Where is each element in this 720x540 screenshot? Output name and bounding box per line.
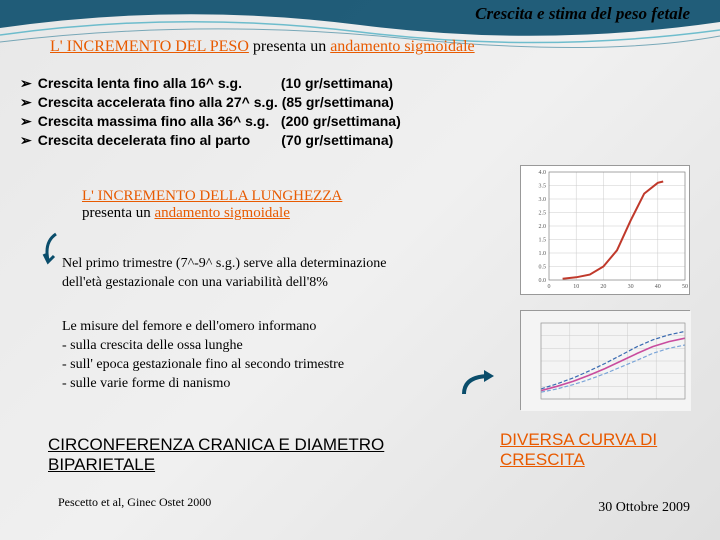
svg-text:50: 50 — [682, 284, 688, 290]
bullet-arrow-icon: ➢ — [20, 75, 32, 91]
text-line: Le misure del femore e dell'omero inform… — [62, 318, 482, 337]
right-arrow-icon — [460, 370, 500, 407]
growth-curve-chart — [520, 310, 690, 410]
svg-text:2.0: 2.0 — [539, 224, 547, 230]
bullet-text: Crescita massima fino alla 36^ s.g. (200… — [38, 113, 401, 129]
down-arrow-icon — [40, 232, 64, 273]
subtitle-mid: presenta un — [249, 38, 330, 55]
misure-text: Le misure del femore e dell'omero inform… — [62, 318, 482, 394]
text-line: CIRCONFERENZA CRANICA E DIAMETRO — [48, 435, 384, 455]
length-mid: presenta un — [82, 205, 154, 221]
svg-text:3.0: 3.0 — [539, 197, 547, 203]
svg-text:40: 40 — [655, 284, 661, 290]
trimestre-text: Nel primo trimestre (7^-9^ s.g.) serve a… — [62, 255, 482, 293]
bullet-arrow-icon: ➢ — [20, 132, 32, 148]
circonferenza-heading: CIRCONFERENZA CRANICA E DIAMETRO BIPARIE… — [48, 435, 384, 475]
list-item: ➢ Crescita decelerata fino al parto (70 g… — [20, 132, 401, 149]
page-title: Crescita e stima del peso fetale — [475, 4, 690, 24]
text-line: DIVERSA CURVA DI — [500, 430, 657, 450]
sigmoid-chart: 0.0 0.5 1.0 1.5 2.0 2.5 3.0 3.5 4.0 0 10 20 30 40 50 — [520, 165, 690, 295]
svg-text:2.5: 2.5 — [539, 211, 547, 217]
text-line: dell'età gestazionale con una variabilit… — [62, 274, 482, 293]
bullet-arrow-icon: ➢ — [20, 113, 32, 129]
list-item: ➢ Crescita accelerata fino alla 27^ s.g. … — [20, 94, 401, 111]
bullet-list: ➢ Crescita lenta fino alla 16^ s.g. (10 g… — [20, 75, 401, 151]
bullet-text: Crescita lenta fino alla 16^ s.g. (10 gr… — [38, 75, 393, 91]
text-line: - sulle varie forme di nanismo — [62, 375, 482, 394]
list-item: ➢ Crescita massima fino alla 36^ s.g. (20… — [20, 113, 401, 130]
bullet-text: Crescita decelerata fino al parto (70 gr… — [38, 132, 394, 148]
diversa-heading: DIVERSA CURVA DI CRESCITA — [500, 430, 657, 470]
text-line: Nel primo trimestre (7^-9^ s.g.) serve a… — [62, 255, 482, 274]
text-line: CRESCITA — [500, 450, 657, 470]
list-item: ➢ Crescita lenta fino alla 16^ s.g. (10 g… — [20, 75, 401, 92]
svg-text:30: 30 — [628, 284, 634, 290]
text-line: - sulla crescita delle ossa lunghe — [62, 337, 482, 356]
subtitle-orange: andamento sigmoidale — [330, 38, 474, 55]
svg-text:0: 0 — [548, 284, 551, 290]
length-block: L' INCREMENTO DELLA LUNGHEZZA presenta u… — [82, 188, 342, 222]
bullet-arrow-icon: ➢ — [20, 94, 32, 110]
text-line: BIPARIETALE — [48, 455, 384, 475]
length-orange: andamento sigmoidale — [154, 205, 289, 221]
subtitle-key: L' INCREMENTO DEL PESO — [50, 38, 249, 55]
length-key: L' INCREMENTO DELLA LUNGHEZZA — [82, 188, 342, 204]
footer-date: 30 Ottobre 2009 — [598, 500, 690, 516]
svg-text:0.5: 0.5 — [539, 265, 547, 271]
bullet-text: Crescita accelerata fino alla 27^ s.g. (… — [38, 94, 394, 110]
reference-citation: Pescetto et al, Ginec Ostet 2000 — [58, 495, 211, 510]
text-line: - sull' epoca gestazionale fino al secon… — [62, 356, 482, 375]
svg-text:4.0: 4.0 — [539, 170, 547, 176]
svg-text:20: 20 — [600, 284, 606, 290]
svg-text:0.0: 0.0 — [539, 278, 547, 284]
svg-text:10: 10 — [573, 284, 579, 290]
svg-text:3.5: 3.5 — [539, 184, 547, 190]
svg-text:1.5: 1.5 — [539, 238, 547, 244]
svg-text:1.0: 1.0 — [539, 251, 547, 257]
subtitle: L' INCREMENTO DEL PESO presenta un andam… — [50, 38, 475, 56]
